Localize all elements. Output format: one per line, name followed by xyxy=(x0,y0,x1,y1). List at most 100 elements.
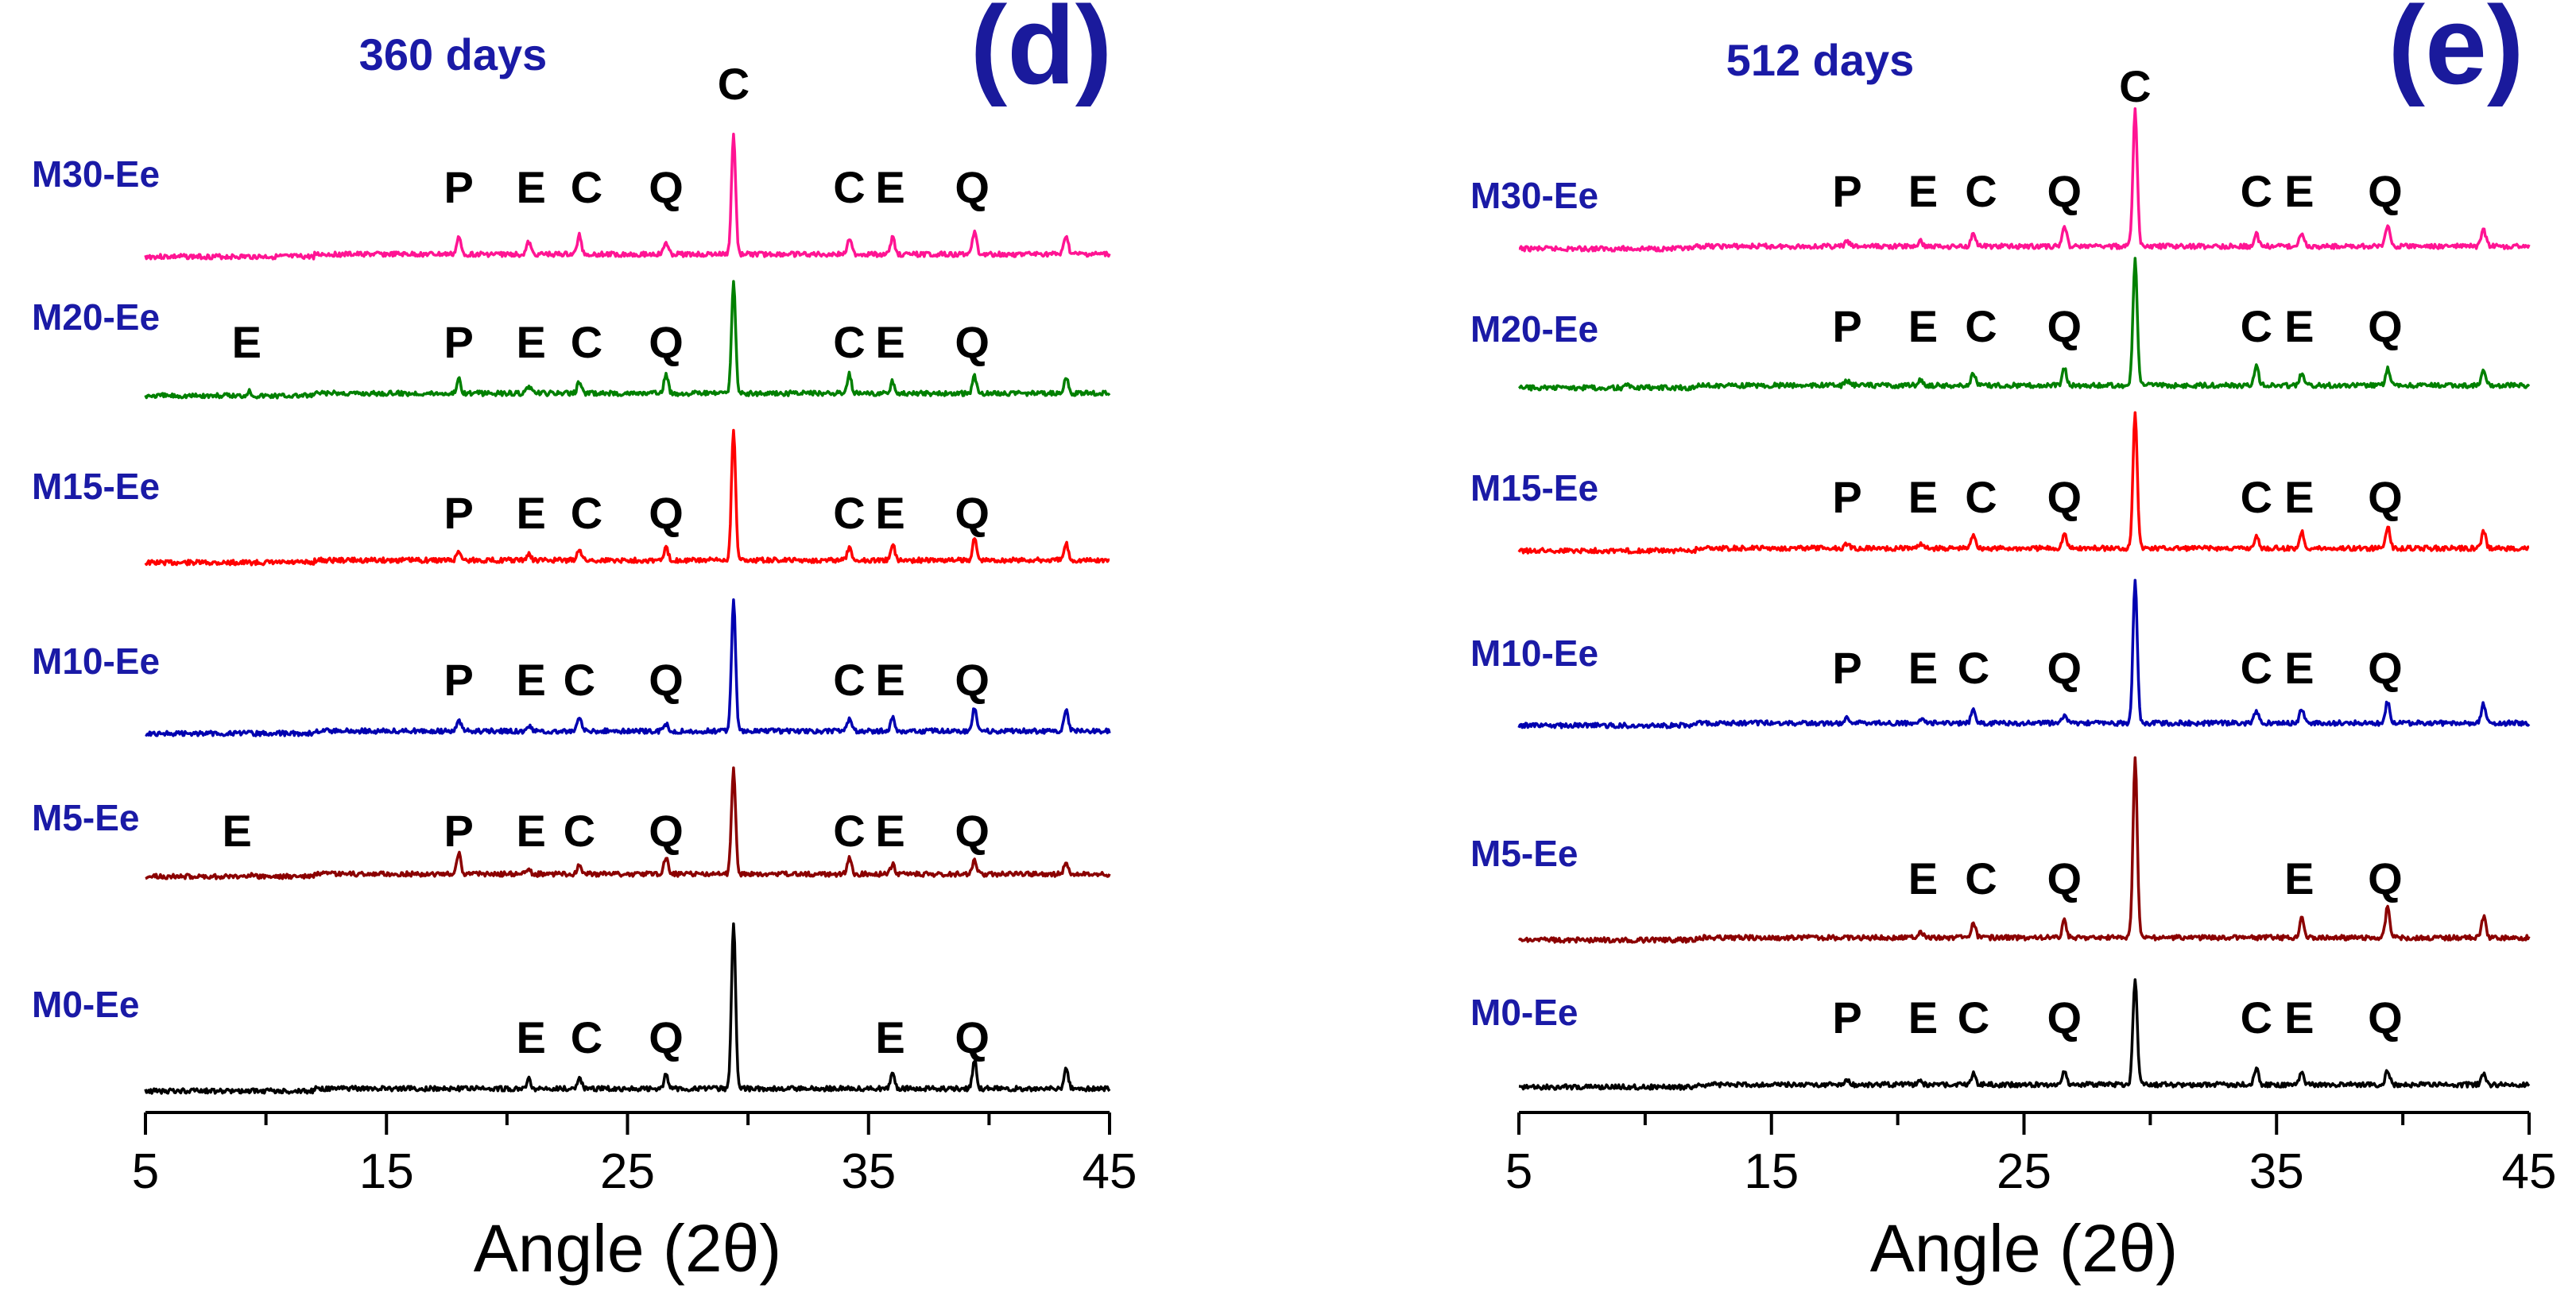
peak-annotation: Q xyxy=(2368,992,2403,1043)
peak-annotation: Q xyxy=(2368,643,2403,693)
peak-annotation: Q xyxy=(2368,472,2403,522)
series-line-M0-Ee xyxy=(144,922,1111,1095)
peak-annotation: P xyxy=(444,317,474,367)
series-label: M5-Ee xyxy=(32,797,139,838)
peak-annotation: Q xyxy=(955,655,990,705)
peak-annotation: E xyxy=(1908,853,1938,903)
series-line-M5-Ee xyxy=(1517,756,2531,944)
peak-annotation: C xyxy=(571,162,602,212)
peak-annotation: Q xyxy=(649,162,684,212)
peak-annotation: C xyxy=(718,59,750,109)
peak-annotation: Q xyxy=(649,655,684,705)
peak-annotation: E xyxy=(2284,301,2314,351)
peak-annotation: Q xyxy=(2047,992,2082,1043)
peak-annotation: C xyxy=(2241,166,2272,216)
peak-annotation: E xyxy=(517,162,546,212)
x-tick-label: 45 xyxy=(1083,1144,1137,1199)
x-tick-label: 35 xyxy=(841,1144,896,1199)
x-tick-label: 5 xyxy=(1505,1144,1532,1199)
series-label: M20-Ee xyxy=(1470,308,1598,350)
peak-annotation: C xyxy=(571,1012,602,1062)
peak-annotation: C xyxy=(564,806,595,856)
peak-annotation: C xyxy=(833,655,865,705)
peak-annotation: E xyxy=(2284,853,2314,903)
peak-annotation: P xyxy=(444,162,474,212)
series-line-M15-Ee xyxy=(1517,411,2530,555)
peak-annotation: Q xyxy=(955,317,990,367)
series-label: M10-Ee xyxy=(32,640,160,682)
series-label: M15-Ee xyxy=(32,466,160,507)
peak-annotation: Q xyxy=(2368,853,2403,903)
peak-annotation: Q xyxy=(955,806,990,856)
peak-annotation: C xyxy=(833,488,865,538)
peak-annotation: Q xyxy=(2368,166,2403,216)
series-label: M5-Ee xyxy=(1470,833,1578,874)
x-tick-label: 25 xyxy=(1997,1144,2051,1199)
peak-annotation: E xyxy=(1908,301,1938,351)
peak-annotation: E xyxy=(517,488,546,538)
peak-annotation: Q xyxy=(955,1012,990,1062)
peak-annotation: C xyxy=(2241,472,2272,522)
peak-annotation: C xyxy=(2241,992,2272,1043)
x-tick-label: 35 xyxy=(2249,1144,2304,1199)
peak-annotation: Q xyxy=(2047,166,2082,216)
peak-annotation: E xyxy=(875,806,905,856)
peak-annotation: P xyxy=(444,806,474,856)
peak-annotation: E xyxy=(875,488,905,538)
x-tick-label: 15 xyxy=(359,1144,414,1199)
peak-annotation: Q xyxy=(955,488,990,538)
peak-annotation: Q xyxy=(2047,853,2082,903)
peak-annotation: E xyxy=(1908,472,1938,522)
series-label: M0-Ee xyxy=(1470,992,1578,1033)
peak-annotation: Q xyxy=(2368,301,2403,351)
peak-annotation: Q xyxy=(649,806,684,856)
peak-annotation: E xyxy=(1908,166,1938,216)
peak-annotation: E xyxy=(517,806,546,856)
peak-annotation: P xyxy=(1832,992,1861,1043)
x-tick-label: 45 xyxy=(2502,1144,2557,1199)
peak-annotation: E xyxy=(875,317,905,367)
peak-annotation: C xyxy=(1958,643,1989,693)
peak-annotation: Q xyxy=(649,488,684,538)
peak-annotation: P xyxy=(444,488,474,538)
series-line-M20-Ee xyxy=(1517,257,2531,392)
peak-annotation: P xyxy=(1832,166,1861,216)
peak-annotation: Q xyxy=(2047,472,2082,522)
x-tick-label: 25 xyxy=(600,1144,655,1199)
peak-annotation: E xyxy=(1908,992,1938,1043)
peak-annotation: C xyxy=(1965,853,1997,903)
x-tick-label: 15 xyxy=(1744,1144,1799,1199)
peak-annotation: C xyxy=(571,317,602,367)
peak-annotation: C xyxy=(2241,643,2272,693)
peak-annotation: E xyxy=(2284,472,2314,522)
peak-annotation: Q xyxy=(2047,643,2082,693)
series-label: M10-Ee xyxy=(1470,633,1598,674)
peak-annotation: Q xyxy=(649,1012,684,1062)
peak-annotation: P xyxy=(1832,472,1861,522)
peak-annotation: Q xyxy=(649,317,684,367)
peak-annotation: E xyxy=(875,162,905,212)
series-label: M15-Ee xyxy=(1470,467,1598,509)
series-line-M10-Ee xyxy=(145,598,1111,737)
peak-annotation: C xyxy=(2241,301,2272,351)
peak-annotation: C xyxy=(571,488,602,538)
peak-annotation: C xyxy=(833,317,865,367)
x-tick-label: 5 xyxy=(132,1144,159,1199)
peak-annotation: E xyxy=(517,655,546,705)
peak-annotation: P xyxy=(1832,643,1861,693)
peak-annotation: Q xyxy=(955,162,990,212)
x-axis-label: Angle (2θ) xyxy=(1870,1211,2179,1286)
peak-annotation: C xyxy=(1958,992,1989,1043)
peak-annotation: E xyxy=(223,806,252,856)
peak-annotation: C xyxy=(2119,61,2151,111)
series-label: M30-Ee xyxy=(1470,175,1598,216)
peak-annotation: C xyxy=(833,806,865,856)
series-label: M20-Ee xyxy=(32,296,160,338)
peak-annotation: E xyxy=(875,1012,905,1062)
peak-annotation: E xyxy=(232,317,261,367)
series-label: M0-Ee xyxy=(32,984,139,1025)
peak-annotation: C xyxy=(1965,166,1997,216)
peak-annotation: C xyxy=(1965,472,1997,522)
panel-title: 512 days xyxy=(1726,35,1915,85)
